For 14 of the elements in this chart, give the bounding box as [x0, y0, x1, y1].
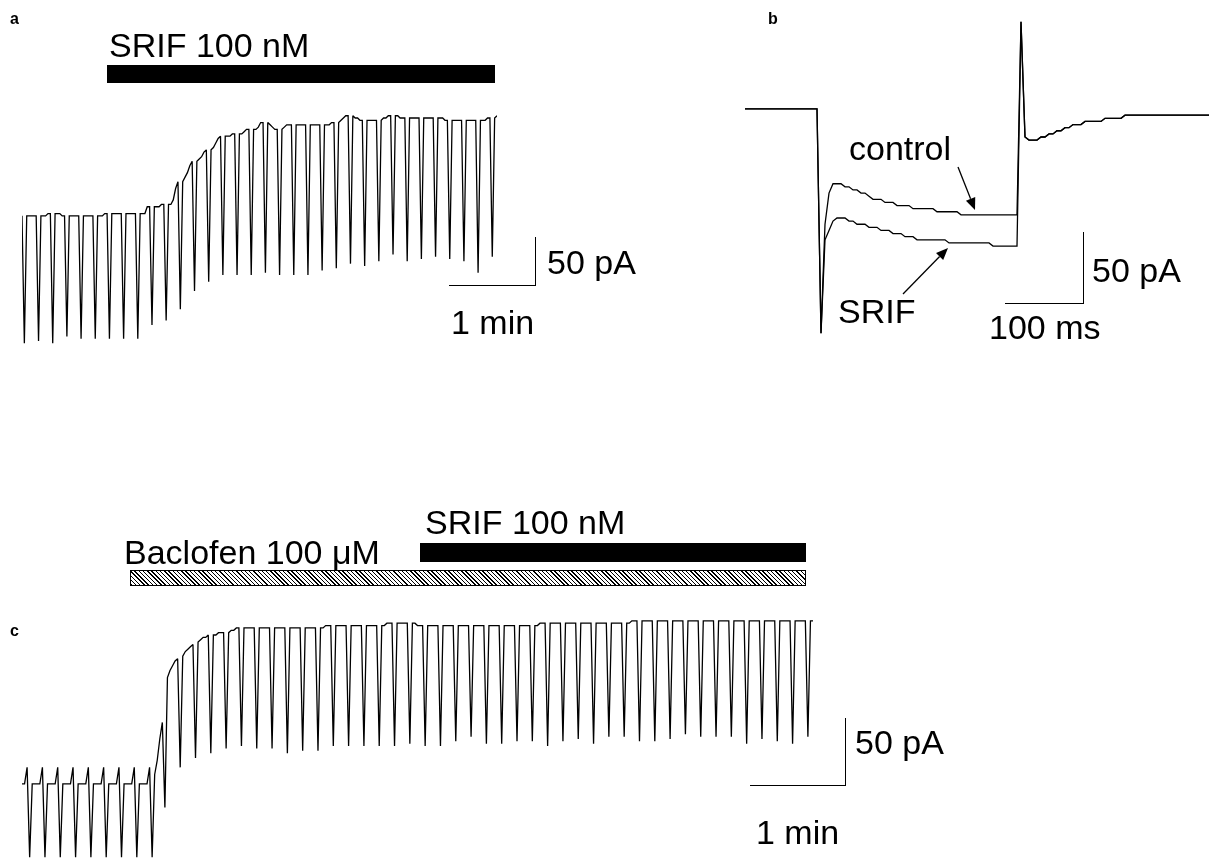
chart-title: c: [10, 621, 19, 639]
series-label: control: [849, 129, 952, 167]
annotation: 100 ms: [989, 308, 1101, 346]
text: SRIF 100 nM: [109, 26, 310, 64]
text: 50 pA: [855, 723, 945, 761]
annotation: 1 min: [451, 303, 535, 341]
chart-title: a: [10, 9, 19, 27]
chart-title: b: [768, 9, 778, 27]
annotation: 50 pA: [1092, 251, 1182, 289]
text: Baclofen 100 μM: [124, 533, 380, 571]
text: 50 pA: [547, 243, 637, 281]
legend-label: SRIF: [838, 292, 916, 330]
text: SRIF 100 nM: [425, 503, 626, 541]
annotation: 1 min: [756, 813, 840, 851]
